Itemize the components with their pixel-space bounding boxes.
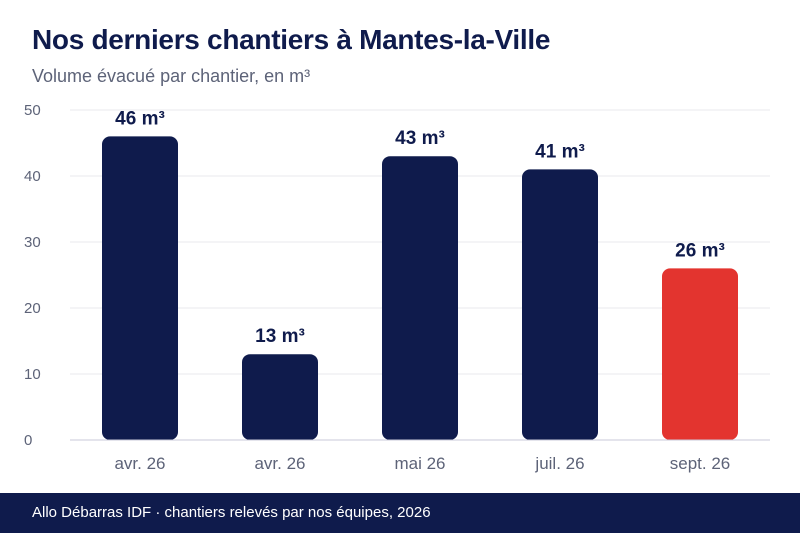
footer-bar: Allo Débarras IDF · chantiers relevés pa…	[0, 493, 800, 533]
x-tick-label: juil. 26	[534, 454, 584, 473]
x-axis-tick-labels: avr. 26 avr. 26 mai 26 juil. 26 sept. 26	[114, 454, 730, 473]
y-axis-tick-labels: 0 10 20 30 40 50	[24, 102, 41, 449]
bar	[242, 354, 318, 440]
bar-value-label: 13 m³	[255, 326, 305, 347]
x-tick-label: avr. 26	[254, 454, 305, 473]
bar-value-label: 43 m³	[395, 128, 445, 149]
x-tick-label: avr. 26	[114, 454, 165, 473]
y-tick-label: 0	[24, 432, 32, 449]
bar-chart: 0 10 20 30 40 50 46 m³ 13 m³ 43 m³ 41 m³ 26 m³ av…	[24, 102, 770, 473]
y-tick-label: 40	[24, 168, 41, 185]
bar	[102, 136, 178, 440]
x-tick-label: mai 26	[394, 454, 445, 473]
y-tick-label: 10	[24, 366, 41, 383]
bar-value-label: 26 m³	[675, 240, 725, 261]
y-tick-label: 50	[24, 102, 41, 119]
bar	[382, 156, 458, 440]
x-tick-label: sept. 26	[670, 454, 731, 473]
data-labels: 46 m³ 13 m³ 43 m³ 41 m³ 26 m³	[115, 108, 725, 347]
bar	[662, 268, 738, 440]
bar-value-label: 41 m³	[535, 141, 585, 162]
y-tick-label: 30	[24, 234, 41, 251]
y-tick-label: 20	[24, 300, 41, 317]
footer-source: Allo Débarras IDF · chantiers relevés pa…	[32, 504, 431, 521]
bar	[522, 169, 598, 440]
bar-value-label: 46 m³	[115, 108, 165, 129]
bars	[102, 136, 738, 440]
chart-subtitle: Volume évacué par chantier, en m³	[32, 66, 311, 86]
chart-title: Nos derniers chantiers à Mantes-la-Ville	[32, 24, 551, 55]
